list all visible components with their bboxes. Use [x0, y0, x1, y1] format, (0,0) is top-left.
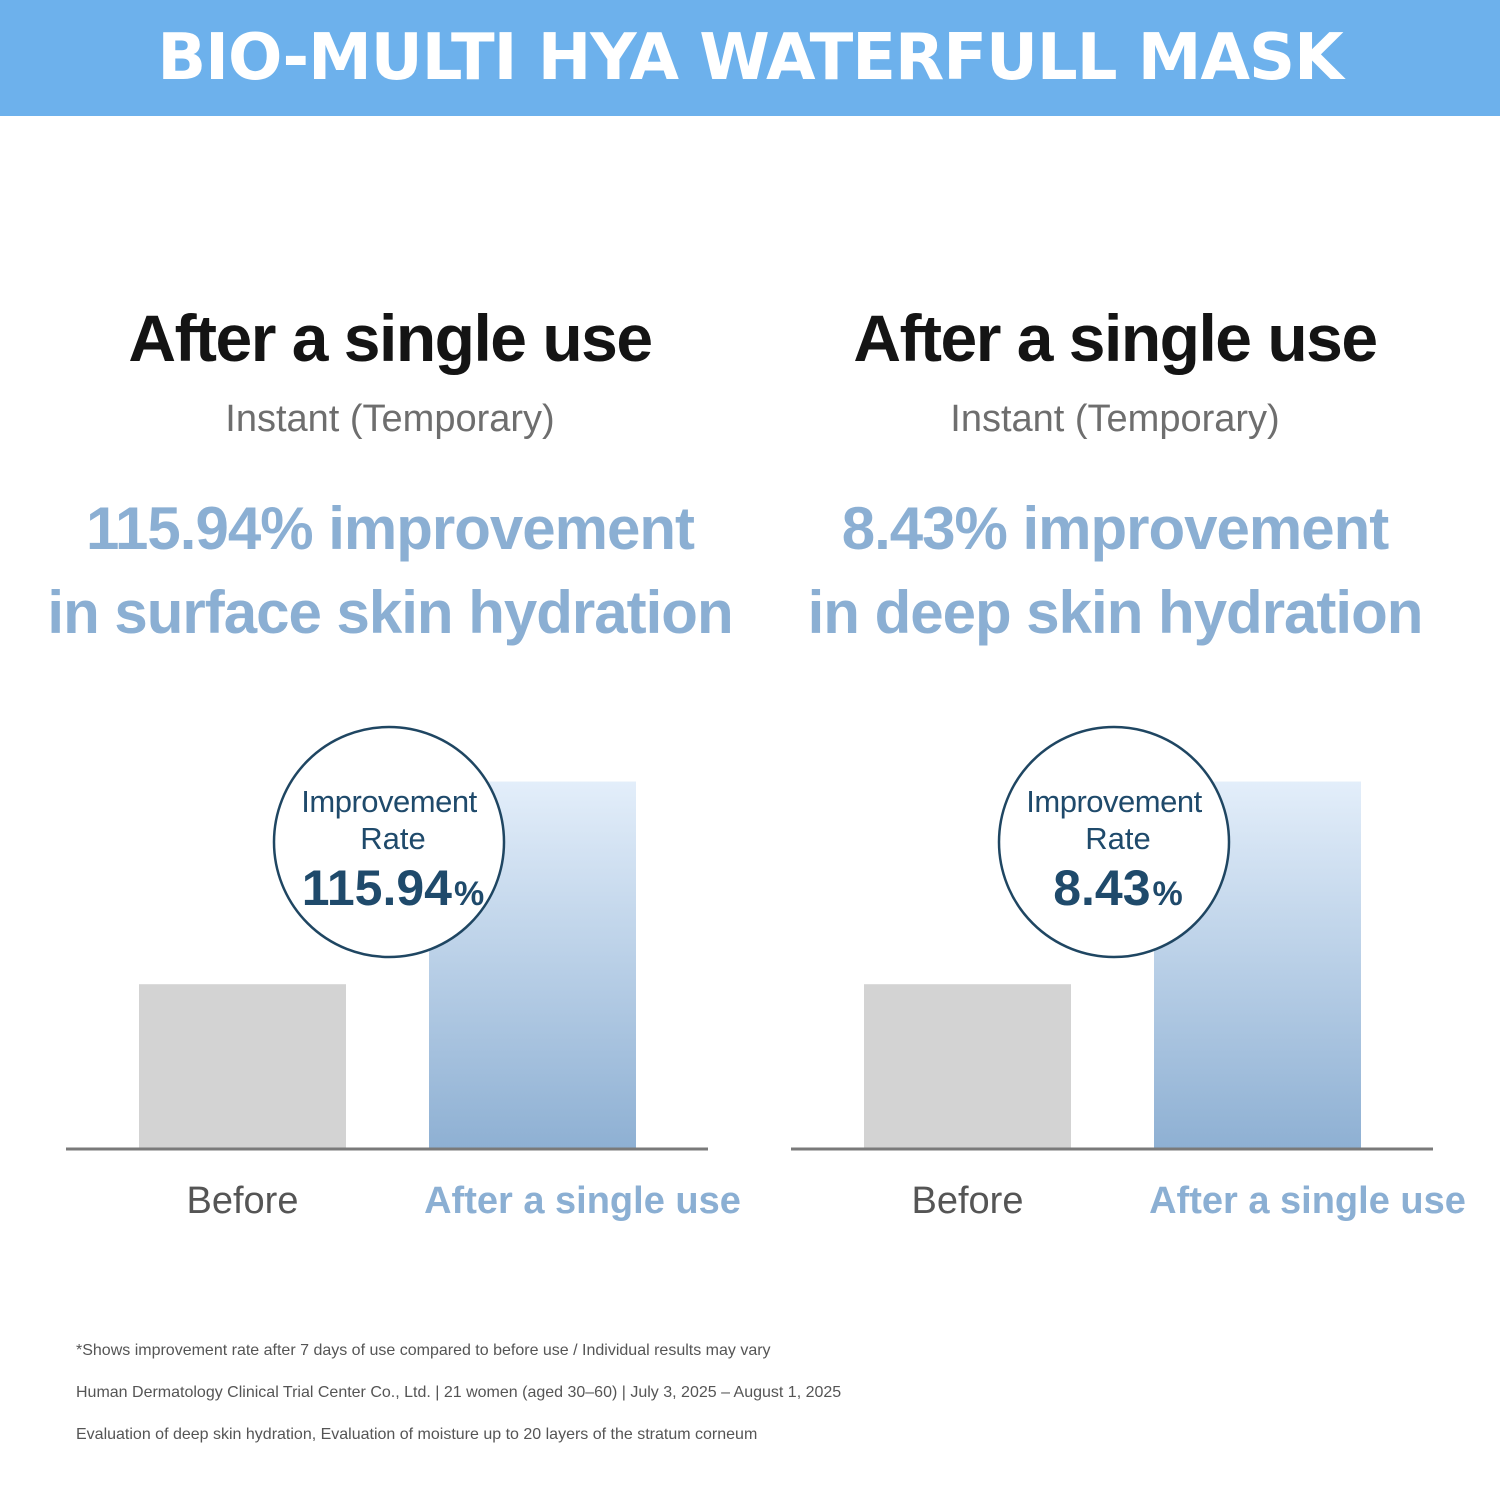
badge-value-unit: %	[454, 875, 484, 913]
footnote-evaluation: Evaluation of deep skin hydration, Evalu…	[76, 1426, 758, 1443]
badge-value: 115.94%	[302, 860, 484, 916]
badge-value: 8.43%	[1053, 860, 1183, 916]
highlight-line-1: 8.43% improvement	[841, 495, 1390, 562]
category-label-before: Before	[187, 1180, 299, 1222]
improvement-badge	[997, 725, 1231, 959]
category-label-after: After a single use	[424, 1180, 741, 1222]
bar-before	[864, 984, 1071, 1149]
badge-label-line1: Improvement	[1026, 784, 1202, 819]
panel-subheading: Instant (Temporary)	[225, 398, 555, 440]
footnote-disclaimer: *Shows improvement rate after 7 days of …	[76, 1342, 771, 1359]
category-label-after: After a single use	[1149, 1180, 1466, 1222]
panel-subheading: Instant (Temporary)	[950, 398, 1280, 440]
highlight-line-1: 115.94% improvement	[86, 495, 695, 562]
panel-deep-hydration: After a single use Instant (Temporary) 8…	[725, 0, 1475, 1500]
improvement-badge	[272, 725, 506, 959]
badge-value-number: 115.94	[302, 860, 452, 916]
header-banner: BIO-MULTI HYA WATERFULL MASK	[0, 0, 1500, 116]
category-label-before: Before	[912, 1180, 1024, 1222]
highlight-line-2: in deep skin hydration	[807, 579, 1424, 646]
badge-label-line2: Rate	[360, 821, 425, 856]
badge-label-line2: Rate	[1085, 821, 1150, 856]
highlight-line-2: in surface skin hydration	[47, 579, 733, 646]
badge-value-unit: %	[1153, 875, 1183, 913]
panel-surface-hydration: After a single use Instant (Temporary) 1…	[47, 301, 741, 1222]
page-title: BIO-MULTI HYA WATERFULL MASK	[157, 21, 1343, 95]
panel-heading: After a single use	[853, 301, 1378, 375]
bar-before	[139, 984, 346, 1149]
panel-heading: After a single use	[128, 301, 653, 375]
footnotes: *Shows improvement rate after 7 days of …	[76, 1340, 976, 1466]
badge-label-line1: Improvement	[301, 784, 477, 819]
footnote-trial-info: Human Dermatology Clinical Trial Center …	[76, 1384, 842, 1401]
badge-value-number: 8.43	[1053, 860, 1150, 916]
